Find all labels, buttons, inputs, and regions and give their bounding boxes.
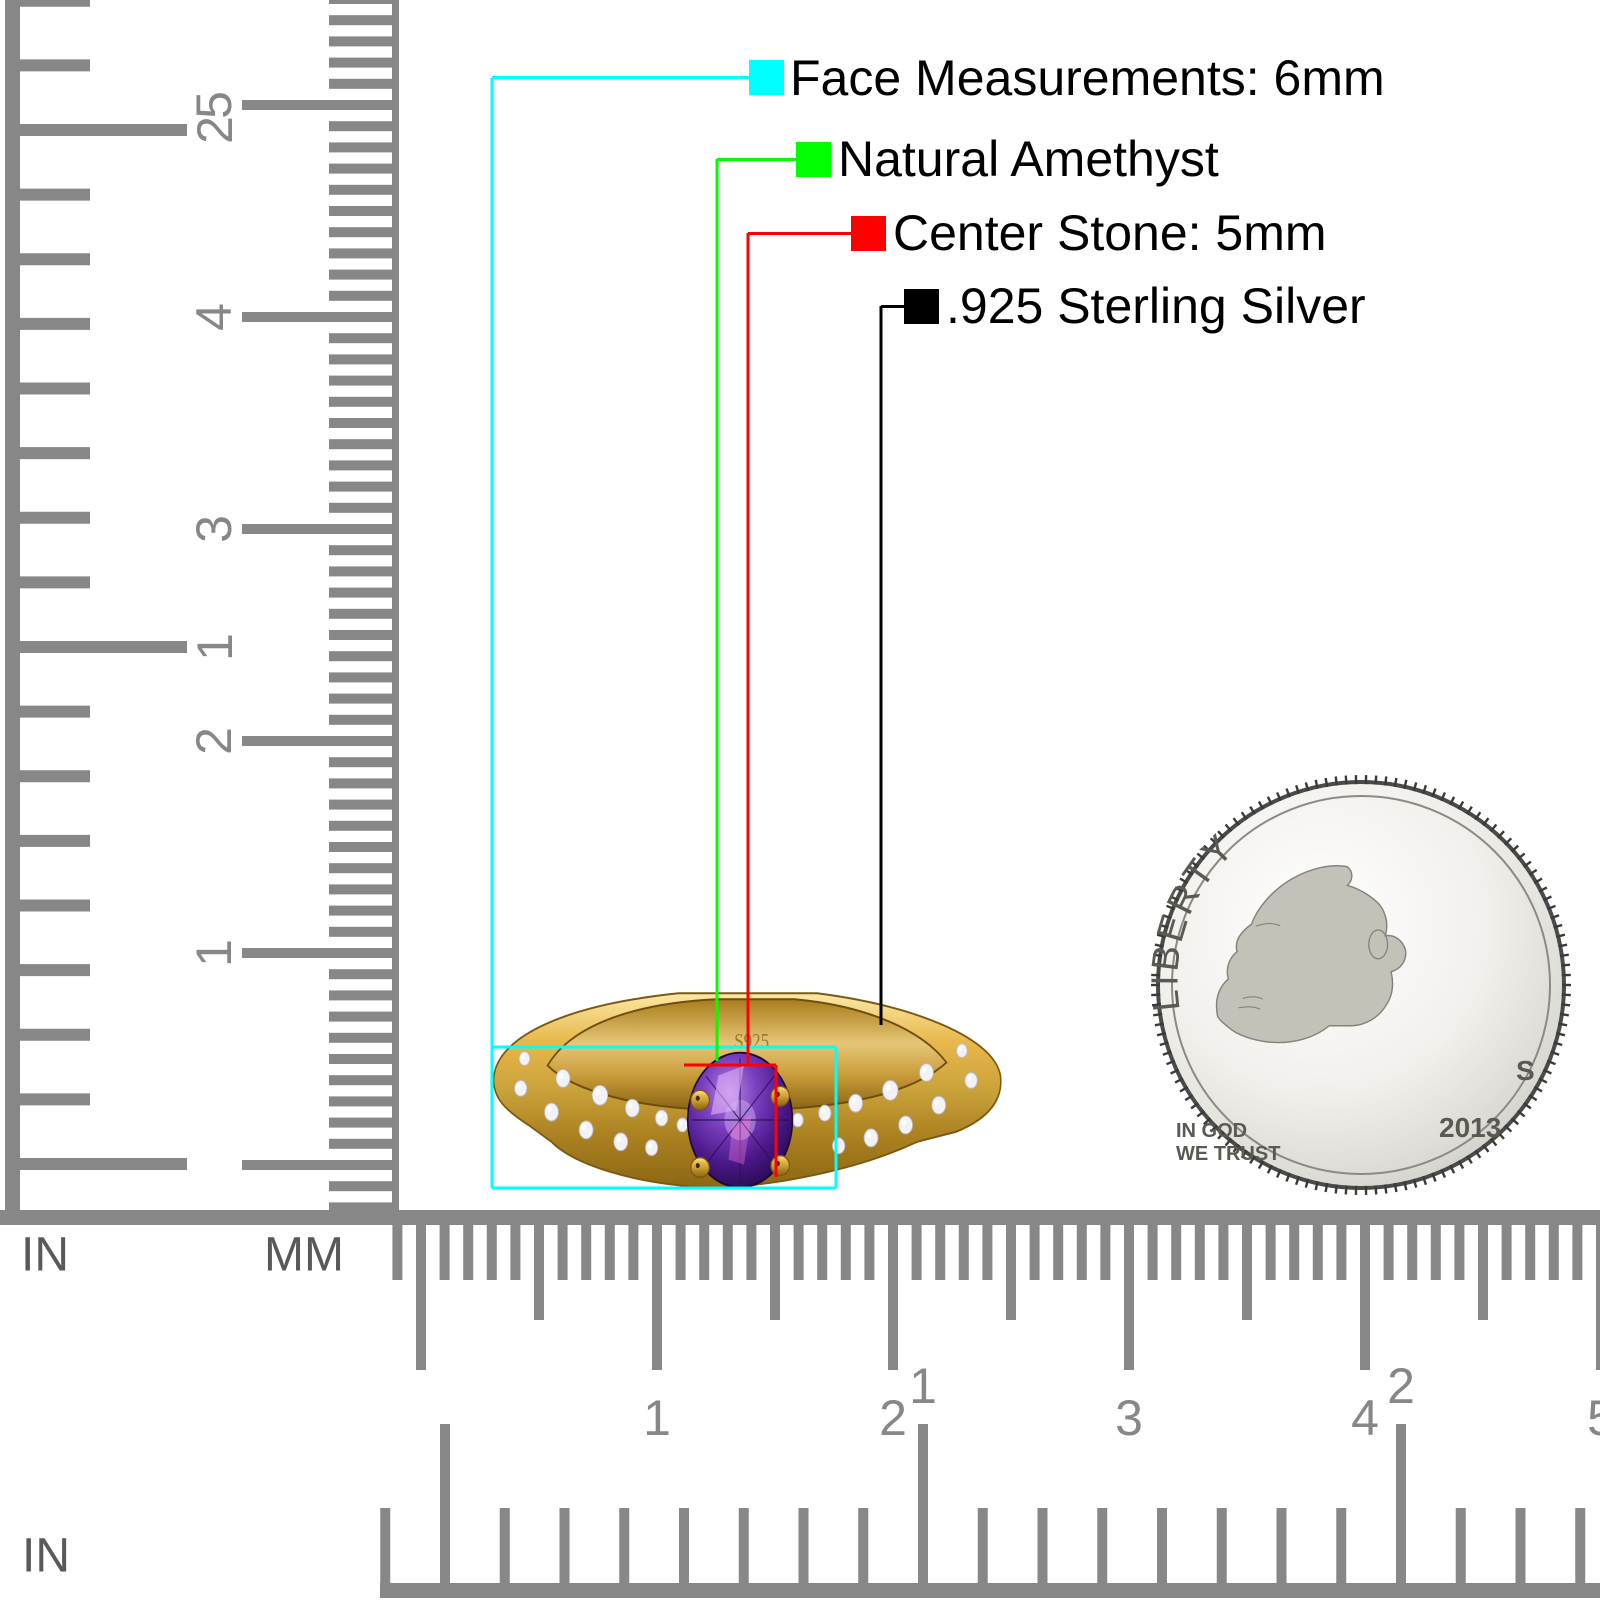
svg-text:4: 4	[186, 303, 242, 331]
svg-text:3: 3	[1115, 1390, 1143, 1446]
svg-text:2: 2	[187, 116, 243, 144]
svg-text:1: 1	[186, 939, 242, 967]
svg-text:4: 4	[1351, 1390, 1379, 1446]
svg-text:5: 5	[1587, 1390, 1600, 1446]
svg-text:2: 2	[186, 727, 242, 755]
svg-text:.925 Sterling Silver: .925 Sterling Silver	[946, 278, 1366, 334]
svg-text:IN: IN	[22, 1530, 70, 1583]
svg-text:Center Stone: 5mm: Center Stone: 5mm	[893, 205, 1327, 261]
svg-text:IN GOD: IN GOD	[1176, 1120, 1247, 1142]
svg-text:IN: IN	[21, 1229, 69, 1282]
svg-text:WE TRUST: WE TRUST	[1176, 1143, 1280, 1165]
svg-text:S925: S925	[734, 1031, 769, 1054]
svg-text:Natural Amethyst: Natural Amethyst	[838, 131, 1219, 187]
svg-text:Face Measurements: 6mm: Face Measurements: 6mm	[790, 50, 1385, 106]
svg-text:3: 3	[186, 515, 242, 543]
svg-text:2: 2	[1387, 1358, 1415, 1414]
svg-text:5: 5	[186, 91, 242, 119]
svg-text:MM: MM	[264, 1229, 344, 1282]
svg-text:2013: 2013	[1439, 1112, 1501, 1143]
svg-text:2: 2	[879, 1390, 907, 1446]
svg-text:S: S	[1516, 1055, 1535, 1086]
svg-text:1: 1	[187, 633, 243, 661]
svg-text:1: 1	[909, 1358, 937, 1414]
svg-text:1: 1	[643, 1390, 671, 1446]
